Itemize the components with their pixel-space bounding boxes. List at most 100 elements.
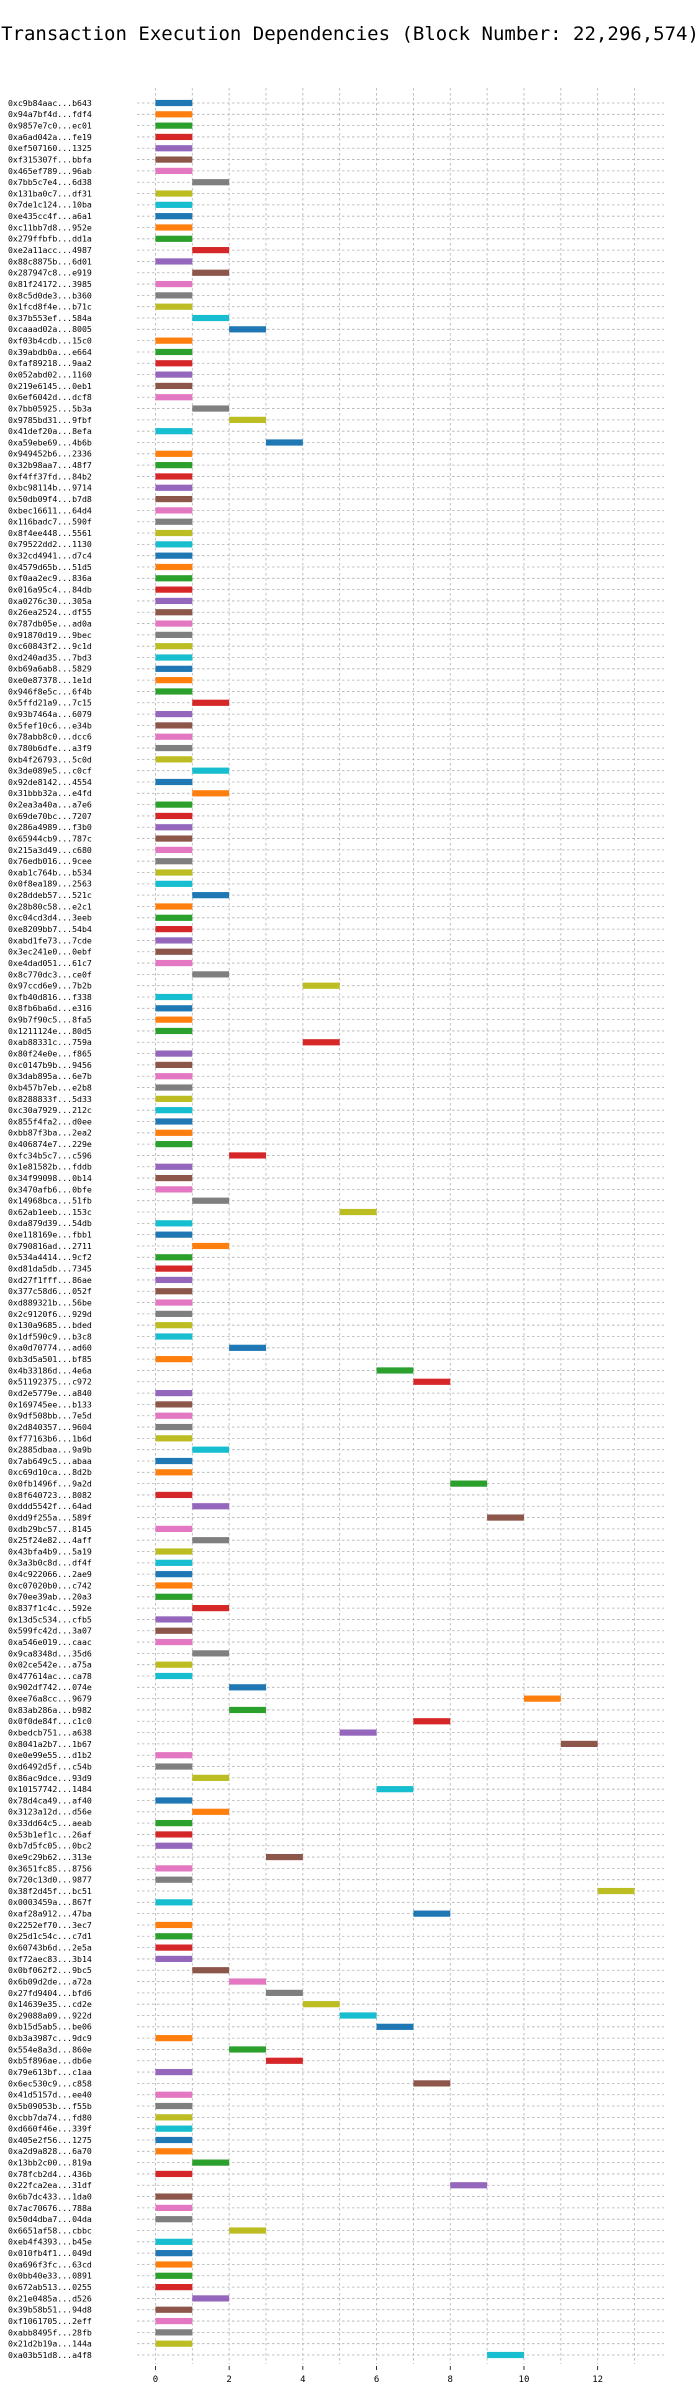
y-tick-label: 0x2d840357...9604 (8, 1422, 92, 1432)
transaction-bar (155, 1944, 193, 1951)
transaction-bar (155, 303, 193, 310)
transaction-bar (155, 1401, 193, 1408)
transaction-bar (155, 710, 193, 718)
transaction-bar (155, 1469, 193, 1476)
y-tick-label: 0xe435cc4f...a6a1 (8, 211, 92, 221)
y-tick-label: 0x3470afb6...0bfe (8, 1184, 92, 1194)
y-tick-label: 0xd81da5db...7345 (8, 1264, 92, 1274)
y-tick-label: 0xc30a7929...212c (8, 1105, 92, 1115)
transaction-bar (155, 1107, 193, 1114)
y-tick-label: 0x7ac70676...788a (8, 2203, 92, 2213)
y-tick-label: 0x2c9120f6...929d (8, 1309, 92, 1319)
y-tick-label: 0x31bbb32a...e4fd (8, 788, 92, 798)
transaction-bar (155, 2284, 193, 2291)
transaction-bar (155, 2250, 193, 2257)
transaction-bar (413, 1378, 451, 1385)
y-tick-label: 0x32b98aa7...48f7 (8, 460, 92, 470)
y-tick-label: 0x60743b6d...2e5a (8, 1943, 92, 1953)
y-tick-label: 0x6651af58...cbbc (8, 2225, 92, 2235)
transaction-bar (155, 348, 193, 356)
y-tick-label: 0x787db05e...ad0a (8, 618, 92, 628)
transaction-bar (229, 1706, 266, 1714)
x-tick-label: 10 (519, 2375, 530, 2385)
transaction-bar (229, 2046, 266, 2053)
transaction-bar (155, 360, 193, 367)
transaction-bar (155, 1322, 193, 1329)
y-tick-label: 0x0f8ea189...2563 (8, 879, 92, 889)
transaction-bar (155, 1797, 193, 1804)
transaction-bar (155, 258, 193, 265)
y-tick-label: 0x3123a12d...d56e (8, 1807, 92, 1817)
transaction-bar (155, 495, 193, 503)
y-tick-label: 0xf0aa2ec9...836a (8, 573, 92, 583)
y-tick-label: 0xab88331c...759a (8, 1037, 92, 1047)
y-tick-label: 0x2885dbaa...9a9b (8, 1445, 92, 1455)
transaction-bar (155, 1027, 193, 1035)
transaction-bar (155, 1865, 193, 1872)
transaction-bar (155, 756, 193, 763)
transaction-bar (155, 2068, 193, 2076)
transaction-bar (302, 982, 340, 989)
y-tick-label: 0x116badc7...590f (8, 517, 92, 527)
transaction-bar (155, 2261, 193, 2268)
transaction-bar (155, 2340, 193, 2347)
transaction-bar (155, 1423, 193, 1431)
y-tick-label: 0x51192375...c972 (8, 1377, 92, 1387)
transaction-bar (192, 1446, 230, 1453)
transaction-bar (155, 484, 193, 491)
y-tick-label: 0x5b09053b...f55b (8, 2101, 92, 2111)
y-tick-label: 0xfb40d816...f338 (8, 992, 92, 1002)
transaction-bar (192, 1967, 230, 1974)
transaction-bar (155, 880, 193, 887)
y-tick-label: 0xb457b7eb...e2b8 (8, 1082, 92, 1092)
transaction-bar (155, 1559, 193, 1566)
transaction-bar (229, 326, 266, 333)
transaction-bar (192, 971, 230, 978)
y-tick-label: 0x406874e7...229e (8, 1139, 92, 1149)
x-axis: 0 2 4 6 8 10 12 (153, 2366, 603, 2385)
transaction-bar (155, 1095, 193, 1102)
y-tick-label: 0x92de8142...4554 (8, 777, 92, 787)
y-tick-label: 0x29088a09...922d (8, 2010, 92, 2020)
y-tick-label: 0x22fca2ea...31df (8, 2180, 92, 2190)
transaction-bar (155, 801, 193, 808)
transaction-bar (376, 1786, 414, 1793)
y-tick-label: 0x25f24e82...4aff (8, 1535, 92, 1545)
y-tick-label: 0xa0d70774...ad60 (8, 1343, 92, 1353)
y-tick-label: 0x28b80c58...e2c1 (8, 901, 92, 911)
y-tick-label: 0xe8209bb7...54b4 (8, 924, 92, 934)
y-tick-label: 0x554e8a3d...860e (8, 2044, 92, 2054)
transaction-bar (487, 1514, 524, 1521)
y-tick-label: 0x4579d65b...51d5 (8, 562, 92, 572)
transaction-bar (155, 1921, 193, 1929)
y-tick-label: 0xf77163b6...1b6d (8, 1433, 92, 1443)
y-tick-label: 0x39b58b51...94d8 (8, 2305, 92, 2315)
y-tick-label: 0x377c58d6...052f (8, 1286, 92, 1296)
y-tick-label: 0x78abb8c0...dcc6 (8, 732, 92, 742)
transaction-bar (155, 2216, 193, 2223)
y-tick-label: 0x25d1c54c...c7d1 (8, 1931, 92, 1941)
y-tick-label: 0x37b553ef...584a (8, 313, 92, 323)
transaction-bar (413, 1718, 451, 1725)
y-tick-label: 0xc69d10ca...8d2b (8, 1467, 92, 1477)
transaction-bar (155, 428, 193, 435)
y-tick-label: 0x837f1c4c...592e (8, 1603, 92, 1613)
transaction-bar (155, 111, 193, 118)
y-tick-label: 0x287947c8...e919 (8, 268, 92, 278)
transaction-bar (155, 1174, 193, 1182)
transaction-bar (339, 2012, 377, 2019)
y-tick-label: 0xeb4f4393...b45e (8, 2237, 92, 2247)
transaction-bar (229, 2227, 266, 2234)
transaction-bar (229, 1152, 266, 1159)
y-tick-label: 0x790816ad...2711 (8, 1241, 92, 1251)
transaction-bar (192, 699, 230, 706)
y-tick-label: 0xa2d9a828...6a70 (8, 2146, 92, 2156)
transaction-bar (155, 620, 193, 627)
y-tick-label: 0x91870d19...9bec (8, 630, 92, 640)
transaction-bar (155, 462, 193, 469)
y-tick-label: 0xa696f3fc...63cd (8, 2259, 92, 2269)
transaction-bar (192, 247, 230, 254)
y-tick-label: 0xb69a6ab8...5829 (8, 664, 92, 674)
transaction-bar (155, 1435, 193, 1442)
y-tick-label: 0x78fcb2d4...436b (8, 2169, 92, 2179)
